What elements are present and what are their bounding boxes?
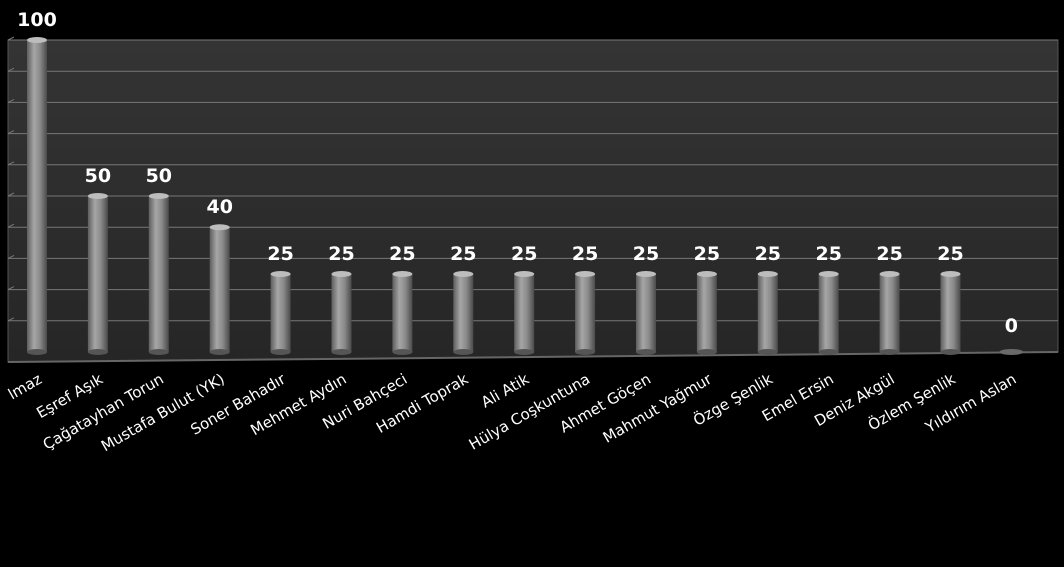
axis-tick: [7, 254, 15, 259]
data-label: 25: [511, 243, 537, 265]
bar-1: [27, 37, 47, 355]
bar-body: [636, 274, 656, 352]
axis-tick: [7, 36, 15, 41]
data-label: 50: [146, 165, 172, 187]
data-label: 25: [328, 243, 354, 265]
bar-base: [757, 349, 778, 355]
bar-body: [87, 196, 108, 352]
bar-16: [940, 271, 961, 355]
axis-tick: [7, 317, 15, 322]
bar-base: [940, 349, 961, 355]
bar-5: [270, 271, 291, 355]
bar-body: [514, 274, 535, 352]
bar-top: [575, 271, 596, 277]
bar-15: [879, 271, 900, 355]
bar-3: [148, 193, 169, 355]
bar-body: [331, 274, 352, 352]
bar-body: [27, 40, 47, 352]
bar-base: [392, 349, 413, 355]
data-label: 25: [937, 243, 963, 265]
bar-13: [757, 271, 778, 355]
data-label: 25: [694, 243, 720, 265]
bar-top: [270, 271, 291, 277]
bar-body: [453, 274, 474, 352]
axis-tick: [7, 130, 15, 135]
bar-body: [392, 274, 413, 352]
bar-top: [940, 271, 961, 277]
bar-top: [331, 271, 352, 277]
data-label: 25: [389, 243, 415, 265]
bar-top: [757, 271, 778, 277]
axis-tick: [7, 223, 15, 228]
bar-body: [818, 274, 839, 352]
bar-body: [757, 274, 778, 352]
bar-base: [331, 349, 352, 355]
bar-top: [514, 271, 535, 277]
data-label: 25: [755, 243, 781, 265]
axis-tick: [7, 192, 15, 197]
bar-10: [575, 271, 596, 355]
data-label: 25: [572, 243, 598, 265]
bar-base: [453, 349, 474, 355]
data-label: 50: [85, 165, 111, 187]
data-label: 0: [1005, 315, 1018, 337]
axis-tick: [7, 161, 15, 166]
bar-base: [87, 349, 108, 355]
axis-tick: [7, 98, 15, 103]
bar-body: [575, 274, 596, 352]
axis-tick: [7, 67, 15, 72]
bar-11: [636, 271, 656, 355]
bar-base: [27, 349, 47, 355]
bar-body: [696, 274, 717, 352]
data-label: 25: [815, 243, 841, 265]
bar-top: [818, 271, 839, 277]
bar-7: [392, 271, 413, 355]
data-label: 25: [876, 243, 902, 265]
bar-body: [209, 227, 230, 352]
bar-top: [879, 271, 900, 277]
bar-9: [514, 271, 535, 355]
bar-14: [818, 271, 839, 355]
bar-base: [696, 349, 717, 355]
bar-top: [392, 271, 413, 277]
bar-body: [879, 274, 900, 352]
bar-top: [636, 271, 656, 277]
bar-base: [879, 349, 900, 355]
bar-base: [209, 349, 230, 355]
bar-2: [87, 193, 108, 355]
bar-12: [696, 271, 717, 355]
data-label: 40: [206, 196, 232, 218]
bar-6: [331, 271, 352, 355]
bar-body: [940, 274, 961, 352]
bar-body: [270, 274, 291, 352]
category-label: Mahmut Yağmur: [600, 369, 716, 446]
bar-top: [209, 224, 230, 231]
bar-top: [87, 193, 108, 199]
bar-flat: [999, 349, 1024, 355]
bar-4: [209, 224, 230, 355]
bar-top: [27, 37, 47, 43]
bar-base: [636, 349, 656, 355]
category-label: lmaz: [5, 370, 45, 404]
bar-top: [148, 193, 169, 199]
bar-body: [148, 196, 169, 352]
bar-base: [575, 349, 596, 355]
bar-8: [453, 271, 474, 355]
data-label: 25: [450, 243, 476, 265]
data-label: 100: [17, 9, 57, 31]
data-label: 25: [633, 243, 659, 265]
bar-base: [270, 349, 291, 355]
bar-17: [999, 349, 1024, 355]
bar-base: [514, 349, 535, 355]
data-label: 25: [267, 243, 293, 265]
bar-base: [818, 349, 839, 355]
bars: [27, 37, 1024, 355]
data-labels: 100 50 50 40 25 25 25 25 25 25 25 25 25 25 25 25 0: [17, 9, 1018, 337]
bar-top: [453, 271, 474, 277]
bar-base: [148, 349, 169, 355]
axis-tick: [7, 286, 15, 291]
bar-top: [696, 271, 717, 277]
